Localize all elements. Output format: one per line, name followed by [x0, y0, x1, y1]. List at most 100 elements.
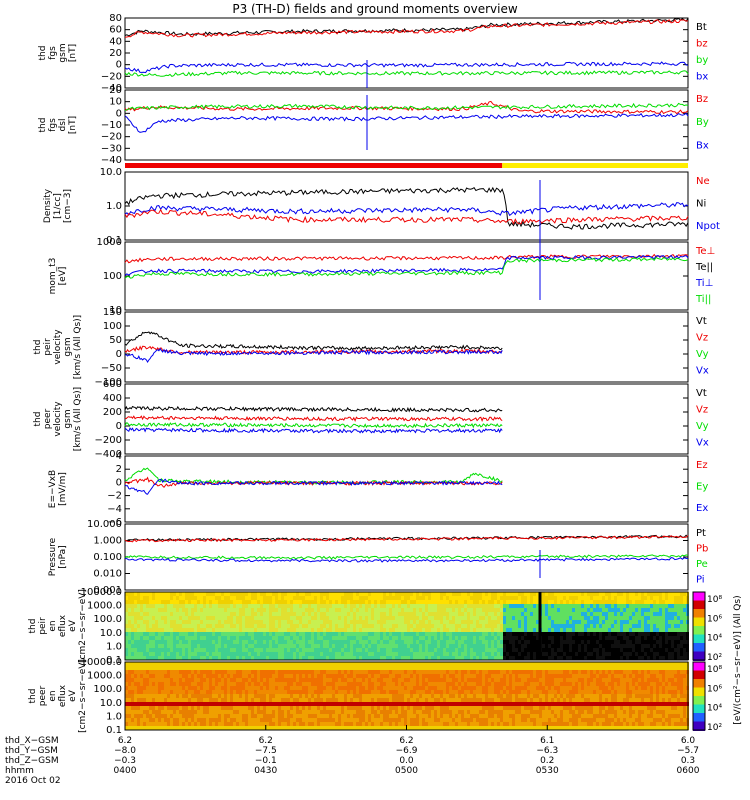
spec-cell [449, 620, 452, 624]
spec-cell [452, 592, 455, 596]
spec-cell [488, 612, 491, 616]
spec-cell [335, 632, 338, 636]
spec-cell [275, 616, 278, 620]
spec-cell [347, 652, 350, 656]
ytick-label: −2 [107, 491, 122, 502]
spec-cell [185, 648, 188, 652]
spec-cell [563, 592, 566, 596]
spec-cell [434, 620, 437, 624]
spec-cell [680, 656, 683, 660]
spec-cell [266, 722, 269, 726]
spec-cell [350, 620, 353, 624]
spec-cell [353, 636, 356, 640]
spec-cell [584, 604, 587, 608]
spec-cell [140, 682, 143, 686]
spec-cell [671, 604, 674, 608]
spec-cell [326, 722, 329, 726]
spec-cell [158, 624, 161, 628]
spec-cell [629, 648, 632, 652]
spec-cell [683, 648, 686, 652]
spec-cell [413, 628, 416, 632]
spec-cell [644, 596, 647, 600]
spec-cell [227, 710, 230, 714]
spec-cell [623, 652, 626, 656]
spec-cell [386, 648, 389, 652]
spec-cell [311, 640, 314, 644]
spec-cell [386, 620, 389, 624]
spec-cell [593, 652, 596, 656]
spec-cell [266, 682, 269, 686]
spec-cell [263, 710, 266, 714]
spec-cell [533, 608, 536, 612]
spec-cell [146, 666, 149, 670]
spec-cell [350, 604, 353, 608]
spec-cell [230, 640, 233, 644]
spec-cell [431, 592, 434, 596]
spec-cell [386, 644, 389, 648]
spec-cell [173, 616, 176, 620]
spec-cell [638, 592, 641, 596]
spec-cell [527, 648, 530, 652]
spec-cell [638, 648, 641, 652]
spec-cell [215, 620, 218, 624]
spec-cell [470, 640, 473, 644]
spec-cell [521, 604, 524, 608]
spec-cell [404, 628, 407, 632]
spec-cell [344, 632, 347, 636]
spec-cell [266, 628, 269, 632]
spec-cell [167, 608, 170, 612]
spec-cell [410, 612, 413, 616]
spec-cell [488, 596, 491, 600]
spec-cell [509, 612, 512, 616]
spec-cell [284, 710, 287, 714]
spec-cell [446, 636, 449, 640]
spec-cell [266, 674, 269, 678]
spec-cell [236, 694, 239, 698]
spec-cell [305, 722, 308, 726]
spec-cell [323, 604, 326, 608]
spec-cell [284, 656, 287, 660]
spec-cell [224, 604, 227, 608]
spec-cell [551, 648, 554, 652]
spec-cell [659, 624, 662, 628]
spec-cell [311, 678, 314, 682]
spec-cell [221, 722, 224, 726]
spec-cell [266, 706, 269, 710]
spec-cell [227, 656, 230, 660]
spec-cell [548, 616, 551, 620]
spec-cell [203, 604, 206, 608]
spec-cell [323, 624, 326, 628]
ylabel-line: eV [68, 619, 78, 632]
spec-cell [143, 726, 146, 730]
spec-cell [398, 604, 401, 608]
spec-cell [683, 620, 686, 624]
spec-cell [176, 682, 179, 686]
spec-cell [329, 648, 332, 652]
spec-cell [281, 616, 284, 620]
spec-cell [245, 678, 248, 682]
spec-cell [656, 596, 659, 600]
spec-cell [290, 666, 293, 670]
spec-cell [164, 640, 167, 644]
spec-cell [248, 670, 251, 674]
spec-cell [245, 726, 248, 730]
spec-cell [140, 644, 143, 648]
spec-cell [644, 604, 647, 608]
spec-cell [200, 698, 203, 702]
spec-cell [329, 662, 332, 666]
spec-cell [377, 674, 380, 678]
spec-cell [230, 718, 233, 722]
spec-cell [353, 694, 356, 698]
spec-cell [653, 620, 656, 624]
spec-cell [170, 596, 173, 600]
spec-cell [374, 604, 377, 608]
spec-cell [659, 636, 662, 640]
spec-cell [164, 616, 167, 620]
spec-cell [224, 674, 227, 678]
spec-cell [158, 714, 161, 718]
spec-cell [326, 710, 329, 714]
spec-cell [200, 612, 203, 616]
spec-cell [227, 714, 230, 718]
spec-cell [311, 612, 314, 616]
spec-cell [209, 718, 212, 722]
